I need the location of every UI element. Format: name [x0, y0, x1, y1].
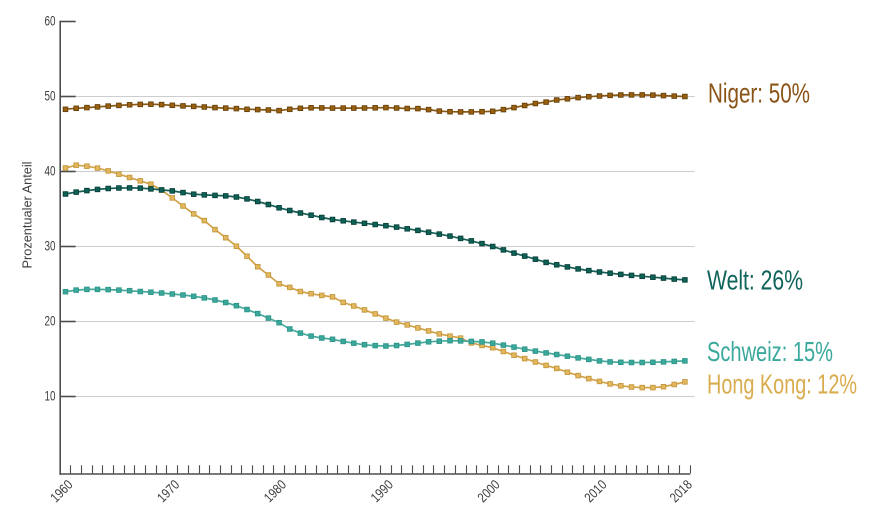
svg-text:30: 30 — [45, 238, 56, 254]
svg-text:Welt: 26%: Welt: 26% — [707, 265, 803, 296]
svg-text:10: 10 — [45, 388, 56, 404]
svg-text:Schweiz: 15%: Schweiz: 15% — [707, 336, 833, 367]
svg-text:40: 40 — [45, 163, 56, 179]
svg-text:50: 50 — [45, 88, 56, 104]
svg-text:Hong Kong: 12%: Hong Kong: 12% — [707, 369, 857, 400]
svg-text:Prozentualer Anteil: Prozentualer Anteil — [20, 161, 35, 268]
svg-text:20: 20 — [45, 313, 56, 329]
svg-text:60: 60 — [45, 13, 56, 29]
svg-text:Niger: 50%: Niger: 50% — [708, 78, 810, 109]
